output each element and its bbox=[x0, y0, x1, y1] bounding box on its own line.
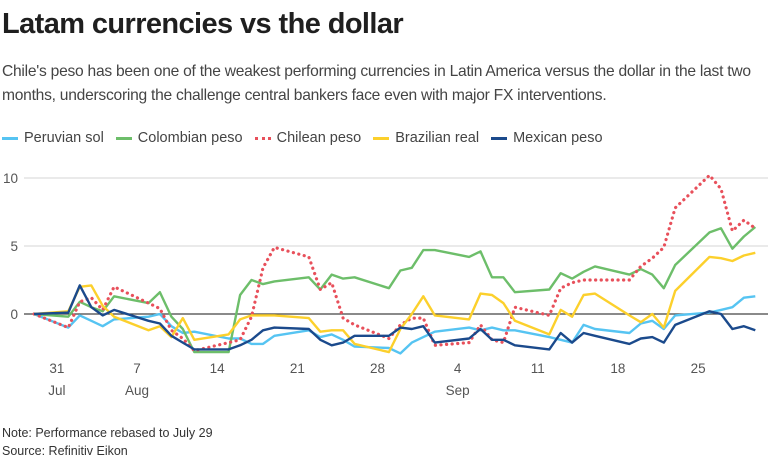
y-tick-label: 10 bbox=[3, 171, 18, 186]
legend-swatch bbox=[2, 136, 18, 140]
chart-note: Note: Performance rebased to July 29 bbox=[2, 426, 213, 440]
legend-label: Chilean peso bbox=[276, 130, 362, 146]
x-month-label: Jul bbox=[48, 383, 65, 398]
legend-swatch bbox=[491, 136, 508, 140]
chart-subtitle: Chile's peso has been one of the weakest… bbox=[2, 63, 751, 104]
legend-label: Brazilian real bbox=[395, 130, 480, 146]
legend: Peruvian sol Colombian peso Chilean peso… bbox=[2, 130, 603, 146]
x-tick-label: 28 bbox=[370, 361, 385, 376]
legend-label: Peruvian sol bbox=[24, 130, 104, 146]
x-tick-label: 25 bbox=[691, 361, 706, 376]
legend-swatch bbox=[373, 136, 390, 140]
series-line-mexican-peso bbox=[33, 284, 756, 351]
legend-swatch bbox=[254, 136, 271, 140]
chart-title: Latam currencies vs the dollar bbox=[2, 8, 404, 40]
x-month-label: Sep bbox=[446, 383, 470, 398]
legend-item-mexican-peso: Mexican peso bbox=[491, 130, 603, 146]
legend-item-chilean-peso: Chilean peso bbox=[254, 130, 362, 146]
legend-item-brazilian-real: Brazilian real bbox=[373, 130, 479, 146]
series-line-peruvian-sol bbox=[33, 295, 756, 355]
x-tick-label: 14 bbox=[210, 361, 226, 376]
legend-swatch bbox=[115, 136, 132, 140]
x-tick-label: 21 bbox=[290, 361, 305, 376]
chart-source: Source: Refinitiv Eikon bbox=[2, 444, 128, 458]
series-line-colombian-peso bbox=[33, 226, 757, 354]
x-tick-label: 4 bbox=[454, 361, 462, 376]
x-month-label: Aug bbox=[125, 383, 149, 398]
x-tick-label: 11 bbox=[531, 361, 545, 376]
legend-item-colombian-peso: Colombian peso bbox=[115, 130, 243, 146]
series-line-brazilian-real bbox=[33, 251, 756, 354]
x-tick-label: 18 bbox=[610, 361, 625, 376]
legend-label: Colombian peso bbox=[137, 130, 243, 146]
x-tick-label: 7 bbox=[133, 361, 141, 376]
line-chart: 10 5 0 31 Jul 7 Aug 14 21 28 4 Sep 11 18 25 bbox=[3, 171, 768, 398]
y-tick-label: 5 bbox=[10, 239, 18, 254]
y-tick-label: 0 bbox=[10, 307, 18, 322]
series-line-chilean-peso bbox=[32, 173, 757, 353]
legend-item-peruvian-sol: Peruvian sol bbox=[2, 130, 104, 146]
legend-label: Mexican peso bbox=[513, 130, 603, 146]
x-tick-label: 31 bbox=[49, 361, 64, 376]
